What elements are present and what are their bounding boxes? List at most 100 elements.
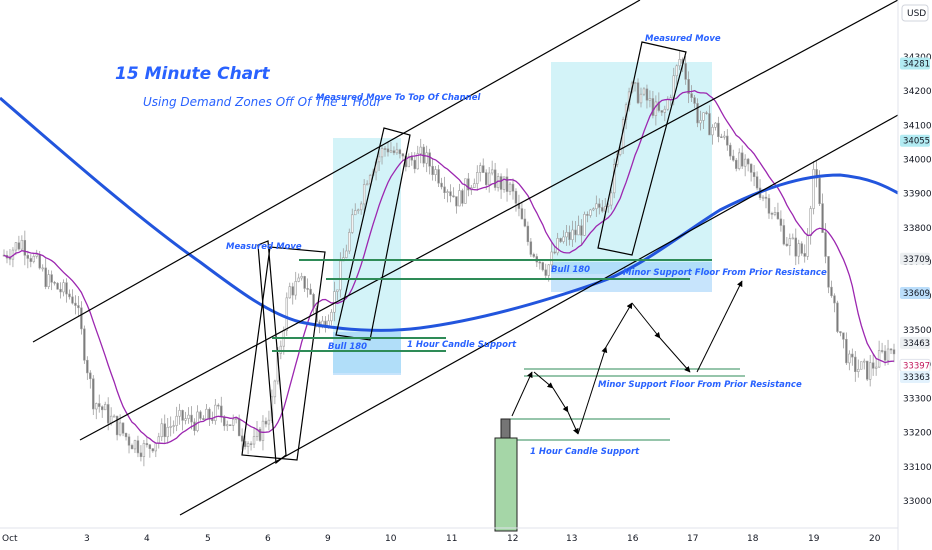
- candle: [639, 87, 643, 108]
- candle: [74, 295, 77, 315]
- candle: [196, 405, 199, 433]
- candle: [240, 428, 244, 450]
- candle: [711, 124, 714, 145]
- price-tag-label: 33709: [903, 255, 930, 265]
- candle: [523, 208, 527, 228]
- candle: [231, 414, 235, 432]
- candle: [755, 171, 759, 191]
- candle: [199, 410, 202, 421]
- candle: [458, 183, 461, 207]
- price-tag: 33463: [900, 336, 930, 349]
- candle: [854, 351, 857, 382]
- candle: [770, 211, 774, 220]
- price-tag-label: 33363: [903, 373, 930, 383]
- candle: [827, 256, 830, 294]
- candle: [833, 293, 836, 313]
- candle: [455, 196, 458, 214]
- label-minor-support-bottom: Minor Support Floor From Prior Resistanc…: [598, 380, 802, 390]
- candle: [654, 95, 658, 126]
- candle: [476, 165, 479, 191]
- candle: [133, 439, 137, 454]
- candle: [738, 148, 741, 171]
- candle: [556, 232, 559, 256]
- candle: [589, 208, 592, 218]
- candle: [773, 207, 777, 217]
- candle: [440, 177, 443, 190]
- candle: [175, 406, 178, 432]
- candle: [41, 264, 44, 272]
- candle: [449, 184, 452, 203]
- projection-arrow: [533, 371, 554, 389]
- price-tag-label: 34281: [903, 60, 930, 70]
- candle: [782, 219, 786, 246]
- candle: [821, 193, 824, 233]
- candle: [598, 198, 601, 215]
- candle: [50, 270, 53, 291]
- price-tag: 34281: [900, 57, 930, 70]
- candle: [871, 353, 875, 376]
- candle: [425, 145, 428, 173]
- price-tag-label: 33463: [903, 339, 930, 349]
- channel-upper-line: [32, 0, 641, 343]
- candle: [541, 261, 544, 272]
- candle: [482, 158, 485, 173]
- candle: [544, 263, 547, 279]
- candle: [461, 188, 464, 207]
- candle: [580, 219, 583, 246]
- candle: [696, 98, 699, 128]
- drawings: [241, 41, 745, 532]
- candle: [395, 142, 399, 155]
- candle: [446, 189, 449, 203]
- price-tick-label: 33500: [903, 326, 932, 336]
- candle: [866, 360, 869, 382]
- annotation-labels: 15 Minute Chart Using Demand Zones Off O…: [115, 34, 827, 457]
- candle: [437, 164, 440, 188]
- candle: [160, 418, 163, 442]
- candle: [398, 148, 402, 159]
- price-tick-label: 34100: [903, 121, 932, 131]
- price-tag-label: 34055: [903, 137, 930, 147]
- candle: [857, 359, 860, 378]
- candle: [297, 273, 300, 283]
- candle: [886, 339, 890, 366]
- demand-zones: [333, 62, 712, 375]
- candle: [172, 420, 175, 434]
- candle: [264, 417, 268, 428]
- candle: [538, 260, 541, 270]
- chart-subtitle: Using Demand Zones Off Of The 1 Hour: [143, 95, 383, 109]
- candle: [181, 409, 184, 431]
- candle: [660, 110, 664, 116]
- time-tick-label: 20: [869, 534, 881, 544]
- candle: [98, 394, 101, 413]
- candle: [416, 145, 419, 170]
- candle: [32, 253, 35, 264]
- price-tick-label: 33200: [903, 429, 932, 439]
- candle: [839, 331, 842, 337]
- candle: [166, 417, 169, 444]
- candle: [184, 411, 187, 425]
- candle: [86, 356, 89, 380]
- candle: [92, 375, 95, 415]
- candle: [740, 145, 744, 170]
- candle: [690, 85, 693, 102]
- candle: [723, 130, 726, 140]
- candle: [574, 221, 577, 243]
- currency-badge[interactable]: [901, 4, 929, 22]
- time-tick-label: 13: [566, 534, 577, 544]
- candle: [467, 172, 470, 197]
- channel-lower-line: [179, 114, 899, 516]
- price-tag: 33709: [900, 252, 930, 265]
- candle: [586, 211, 589, 223]
- candle: [163, 414, 166, 444]
- candle: [565, 224, 568, 246]
- candle: [735, 158, 738, 172]
- candle: [595, 195, 598, 217]
- candle: [71, 289, 74, 305]
- price-tick-label: 33100: [903, 463, 932, 473]
- candle: [550, 242, 553, 269]
- candle: [246, 441, 250, 455]
- candle: [815, 160, 818, 188]
- candle: [779, 210, 783, 232]
- candle: [348, 228, 351, 255]
